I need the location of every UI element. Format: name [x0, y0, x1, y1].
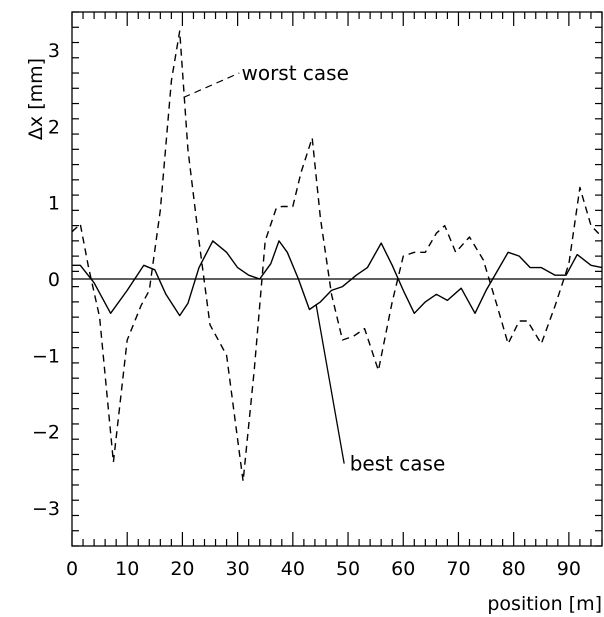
- y-tick-label: 2: [48, 116, 60, 138]
- best-case-pointer: [315, 304, 345, 464]
- x-tick-label: 90: [557, 558, 581, 580]
- best-case-line: [72, 240, 603, 317]
- series-lines: [71, 30, 603, 482]
- y-tick-label: −3: [32, 498, 60, 520]
- best-case-label: best case: [350, 452, 446, 476]
- y-tick-label: −1: [32, 345, 60, 367]
- worst-case-pointer: [183, 72, 240, 98]
- x-tick-label: 0: [66, 558, 78, 580]
- annotations: worst case best case: [183, 61, 446, 476]
- x-tick-label: 40: [281, 558, 305, 580]
- worst-case-line: [71, 30, 603, 482]
- x-tick-label: 60: [391, 558, 415, 580]
- x-tick-label: 20: [170, 558, 194, 580]
- x-tick-label: 70: [446, 558, 470, 580]
- plot-area: [71, 11, 603, 547]
- y-tick-label: −2: [32, 422, 60, 444]
- worst-case-label: worst case: [241, 61, 348, 85]
- x-tick-label: 10: [115, 558, 139, 580]
- y-tick-label: 0: [48, 269, 60, 291]
- y-axis-label: Δx [mm]: [25, 58, 47, 140]
- x-tick-label: 50: [336, 558, 360, 580]
- y-tick-label: 1: [48, 193, 60, 215]
- axis-ticks: 0 10 20 30 40 50 60 70 80 90 −3 −2 −1 0 1 2 3: [32, 11, 603, 580]
- x-tick-label: 80: [502, 558, 526, 580]
- x-tick-label: 30: [226, 558, 250, 580]
- y-tick-label: 3: [48, 40, 60, 62]
- x-axis-label: position [m]: [487, 593, 602, 615]
